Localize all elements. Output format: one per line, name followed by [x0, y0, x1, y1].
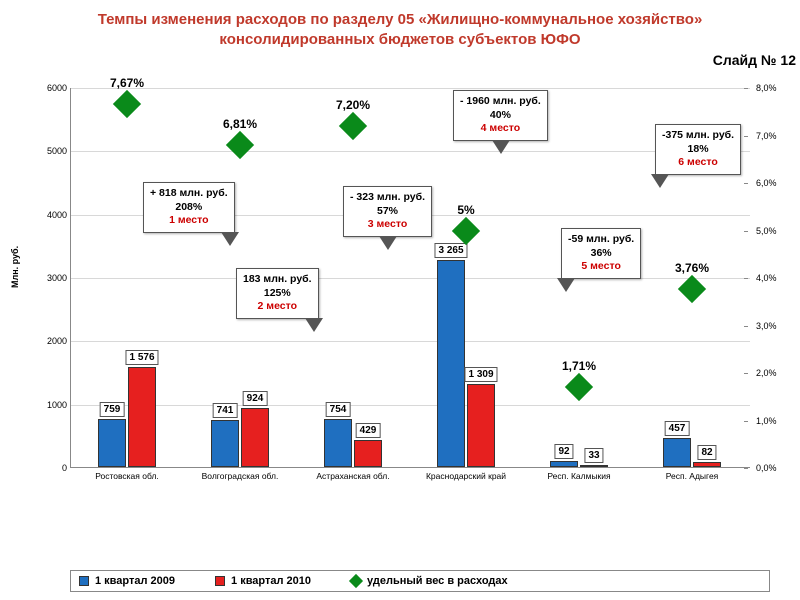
callout: -375 млн. руб.18%6 место — [655, 124, 741, 175]
y2-tick: 6,0% — [750, 178, 777, 188]
callout-arrow-icon — [379, 236, 397, 250]
x-tick: Волгоградская обл. — [190, 467, 290, 481]
legend: 1 квартал 2009 1 квартал 2010 удельный вес… — [70, 570, 770, 592]
x-tick: Респ. Адыгея — [642, 467, 742, 481]
y2-tick: 0,0% — [750, 463, 777, 473]
y-axis-label: Млн. руб. — [10, 246, 20, 288]
bar — [437, 260, 465, 467]
diamond-marker — [226, 130, 254, 158]
callout-arrow-icon — [305, 318, 323, 332]
bar — [354, 440, 382, 467]
diamond-label: 3,76% — [675, 261, 709, 275]
y2-tick: 4,0% — [750, 273, 777, 283]
bar-value-label: 759 — [100, 402, 125, 417]
callout-arrow-icon — [492, 140, 510, 154]
y2-tick: 7,0% — [750, 131, 777, 141]
x-tick: Ростовская обл. — [77, 467, 177, 481]
y2-tick: 1,0% — [750, 416, 777, 426]
callout-arrow-icon — [557, 278, 575, 292]
y2-tick: 8,0% — [750, 83, 777, 93]
bar — [580, 465, 608, 467]
diamond-marker — [565, 373, 593, 401]
y2-tick: 5,0% — [750, 226, 777, 236]
bar-value-label: 1 576 — [125, 350, 158, 365]
x-tick: Респ. Калмыкия — [529, 467, 629, 481]
bar — [693, 462, 721, 467]
bar — [241, 408, 269, 467]
slide-number: Слайд № 12 — [713, 52, 796, 68]
y2-tick: 2,0% — [750, 368, 777, 378]
callout-arrow-icon — [651, 174, 669, 188]
chart-title: Темпы изменения расходов по разделу 05 «… — [0, 0, 800, 49]
y-tick: 6000 — [47, 83, 71, 93]
bar — [663, 438, 691, 467]
diamond-marker — [113, 90, 141, 118]
x-tick: Краснодарский край — [416, 467, 516, 481]
legend-label: 1 квартал 2010 — [231, 575, 311, 587]
y-tick: 5000 — [47, 146, 71, 156]
diamond-marker — [339, 112, 367, 140]
callout: - 1960 млн. руб.40%4 место — [453, 90, 548, 141]
bar — [550, 461, 578, 467]
diamond-marker — [452, 216, 480, 244]
y-tick: 2000 — [47, 336, 71, 346]
legend-item: 1 квартал 2009 — [79, 575, 175, 587]
callout: - 323 млн. руб.57%3 место — [343, 186, 432, 237]
diamond-label: 6,81% — [223, 117, 257, 131]
bar-value-label: 924 — [243, 391, 268, 406]
legend-label: удельный вес в расходах — [367, 575, 508, 587]
callout: 183 млн. руб.125%2 место — [236, 268, 319, 319]
y-tick: 3000 — [47, 273, 71, 283]
diamond-marker — [678, 275, 706, 303]
callout: + 818 млн. руб.208%1 место — [143, 182, 235, 233]
bar-value-label: 754 — [326, 402, 351, 417]
callout-arrow-icon — [221, 232, 239, 246]
chart: Млн. руб. 01000200030004000500060000,0%1… — [30, 88, 790, 508]
bar-value-label: 429 — [356, 423, 381, 438]
diamond-label: 7,67% — [110, 76, 144, 90]
bar-value-label: 3 265 — [434, 243, 467, 258]
bar — [98, 419, 126, 467]
bar — [128, 367, 156, 467]
bar-value-label: 457 — [665, 421, 690, 436]
diamond-label: 1,71% — [562, 359, 596, 373]
bar-value-label: 741 — [213, 403, 238, 418]
legend-swatch-icon — [349, 574, 363, 588]
diamond-label: 5% — [457, 203, 474, 217]
legend-swatch-icon — [215, 576, 225, 586]
y-tick: 0 — [62, 463, 71, 473]
bar-value-label: 92 — [554, 444, 573, 459]
y-tick: 1000 — [47, 400, 71, 410]
bar-value-label: 33 — [584, 448, 603, 463]
legend-item: удельный вес в расходах — [351, 575, 508, 587]
x-tick: Астраханская обл. — [303, 467, 403, 481]
bar — [324, 419, 352, 467]
legend-item: 1 квартал 2010 — [215, 575, 311, 587]
y-tick: 4000 — [47, 210, 71, 220]
plot-area: 01000200030004000500060000,0%1,0%2,0%3,0… — [70, 88, 750, 468]
bar — [467, 384, 495, 467]
bar — [211, 420, 239, 467]
legend-swatch-icon — [79, 576, 89, 586]
legend-label: 1 квартал 2009 — [95, 575, 175, 587]
y2-tick: 3,0% — [750, 321, 777, 331]
diamond-label: 7,20% — [336, 98, 370, 112]
bar-value-label: 82 — [697, 445, 716, 460]
callout: -59 млн. руб.36%5 место — [561, 228, 641, 279]
bar-value-label: 1 309 — [464, 367, 497, 382]
